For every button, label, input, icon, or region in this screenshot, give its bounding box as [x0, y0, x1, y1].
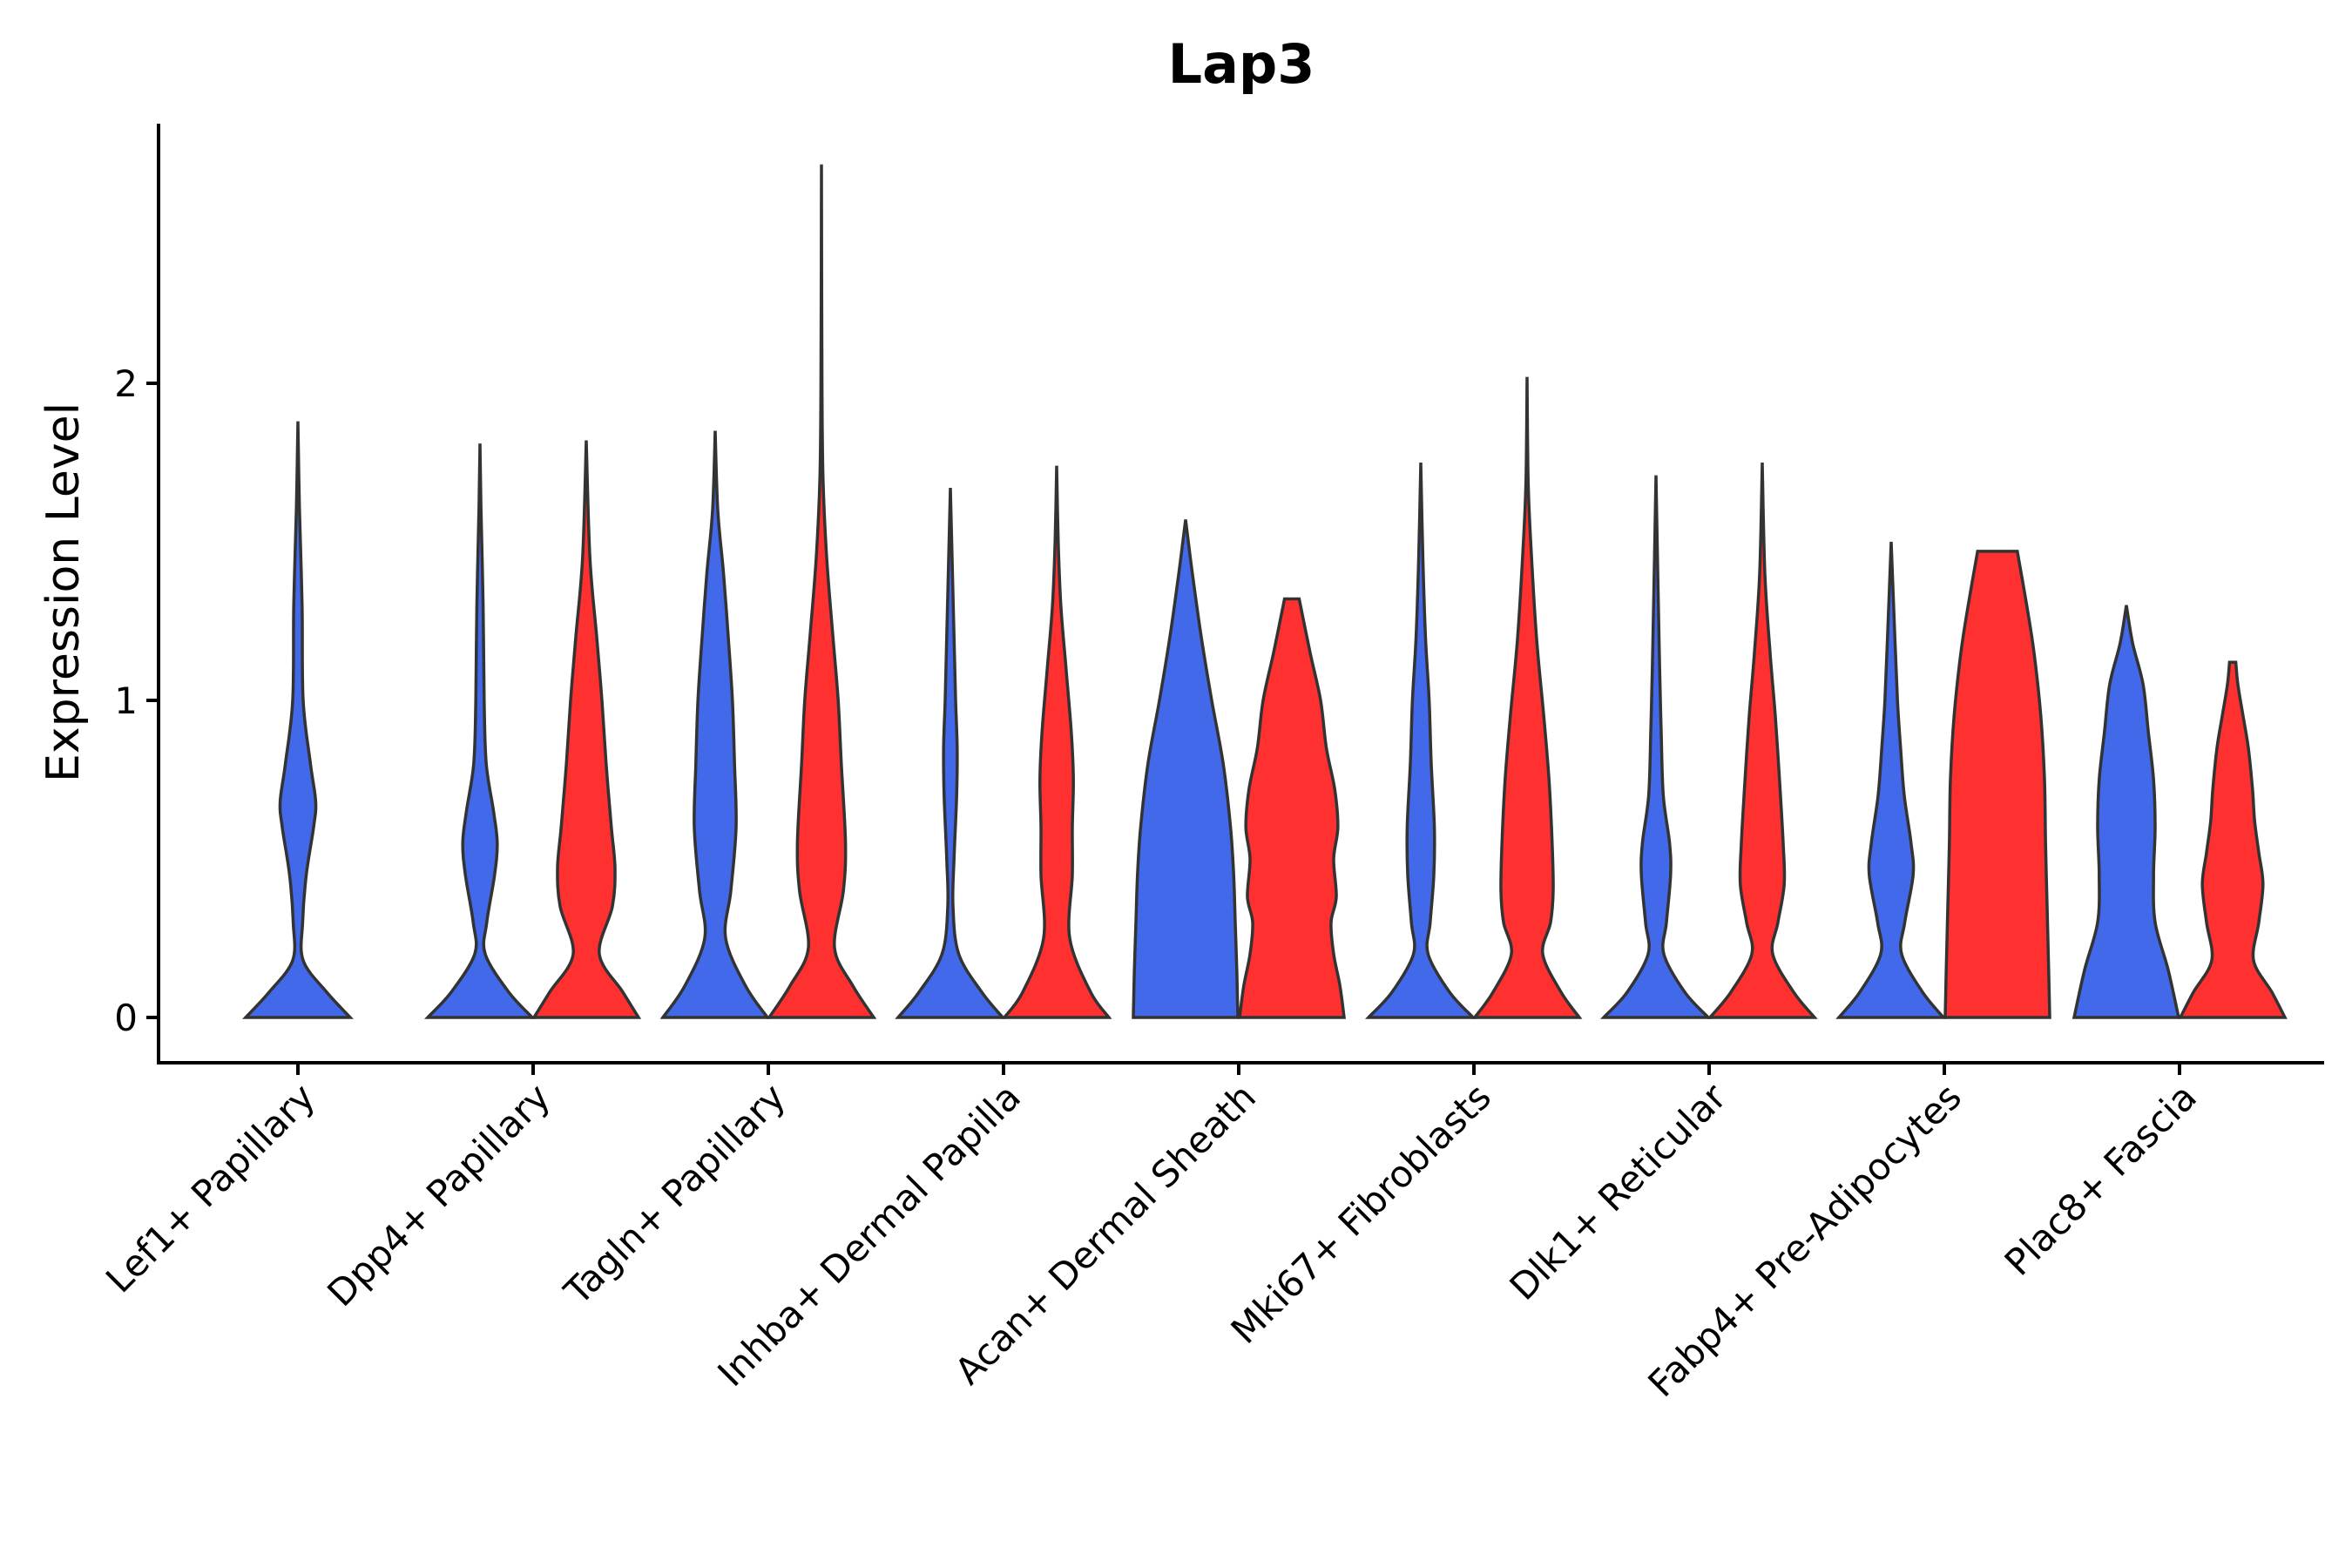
violin-dpp4-papillary-group-1 [424, 443, 536, 1019]
y-tick-label-1: 1 [114, 679, 138, 722]
violin-layer [242, 164, 2288, 1019]
violin-tagln-papillary-group-2 [766, 164, 877, 1019]
violin-acan-dermal-sheath-group-1 [1132, 519, 1240, 1019]
x-tick-label-plac8-fascia: Plac8+ Fascia [1997, 1075, 2205, 1283]
x-tick-label-mki67-fibroblasts: Mki67+ Fibroblasts [1223, 1075, 1499, 1351]
x-tick-label-tagln-papillary: Tagln+ Papillary [556, 1075, 794, 1313]
violin-lef1-papillary-group-1 [242, 421, 354, 1019]
x-tick-label-dpp4-papillary: Dpp4+ Papillary [319, 1075, 558, 1315]
y-tick-label-2: 2 [114, 362, 138, 405]
y-axis-label: Expression Level [37, 402, 90, 782]
violin-dlk1-reticular-group-1 [1600, 475, 1712, 1019]
y-tick-label-0: 0 [114, 997, 138, 1039]
violin-inhba-dermal-papilla-group-2 [1001, 465, 1112, 1019]
violin-dlk1-reticular-group-2 [1707, 462, 1818, 1019]
violin-plac8-fascia-group-1 [2072, 605, 2181, 1019]
violin-tagln-papillary-group-1 [659, 430, 771, 1019]
violin-mki67-fibroblasts-group-1 [1365, 462, 1477, 1019]
x-tick-label-lef1-papillary: Lef1+ Papillary [98, 1075, 323, 1301]
x-tick-label-dlk1-reticular: Dlk1+ Reticular [1502, 1075, 1735, 1308]
violin-mki67-fibroblasts-group-2 [1471, 376, 1583, 1019]
violin-inhba-dermal-papilla-group-1 [895, 488, 1006, 1019]
violin-acan-dermal-sheath-group-2 [1238, 597, 1346, 1019]
chart-title: Lap3 [1168, 32, 1315, 96]
violin-dpp4-papillary-group-2 [531, 440, 642, 1019]
violin-plac8-fascia-group-2 [2178, 660, 2288, 1019]
violin-fabp4-pre-adipocytes-group-2 [1943, 550, 2051, 1019]
violin-fabp4-pre-adipocytes-group-1 [1835, 541, 1947, 1019]
y-ticks: 0 1 2 [114, 362, 159, 1039]
